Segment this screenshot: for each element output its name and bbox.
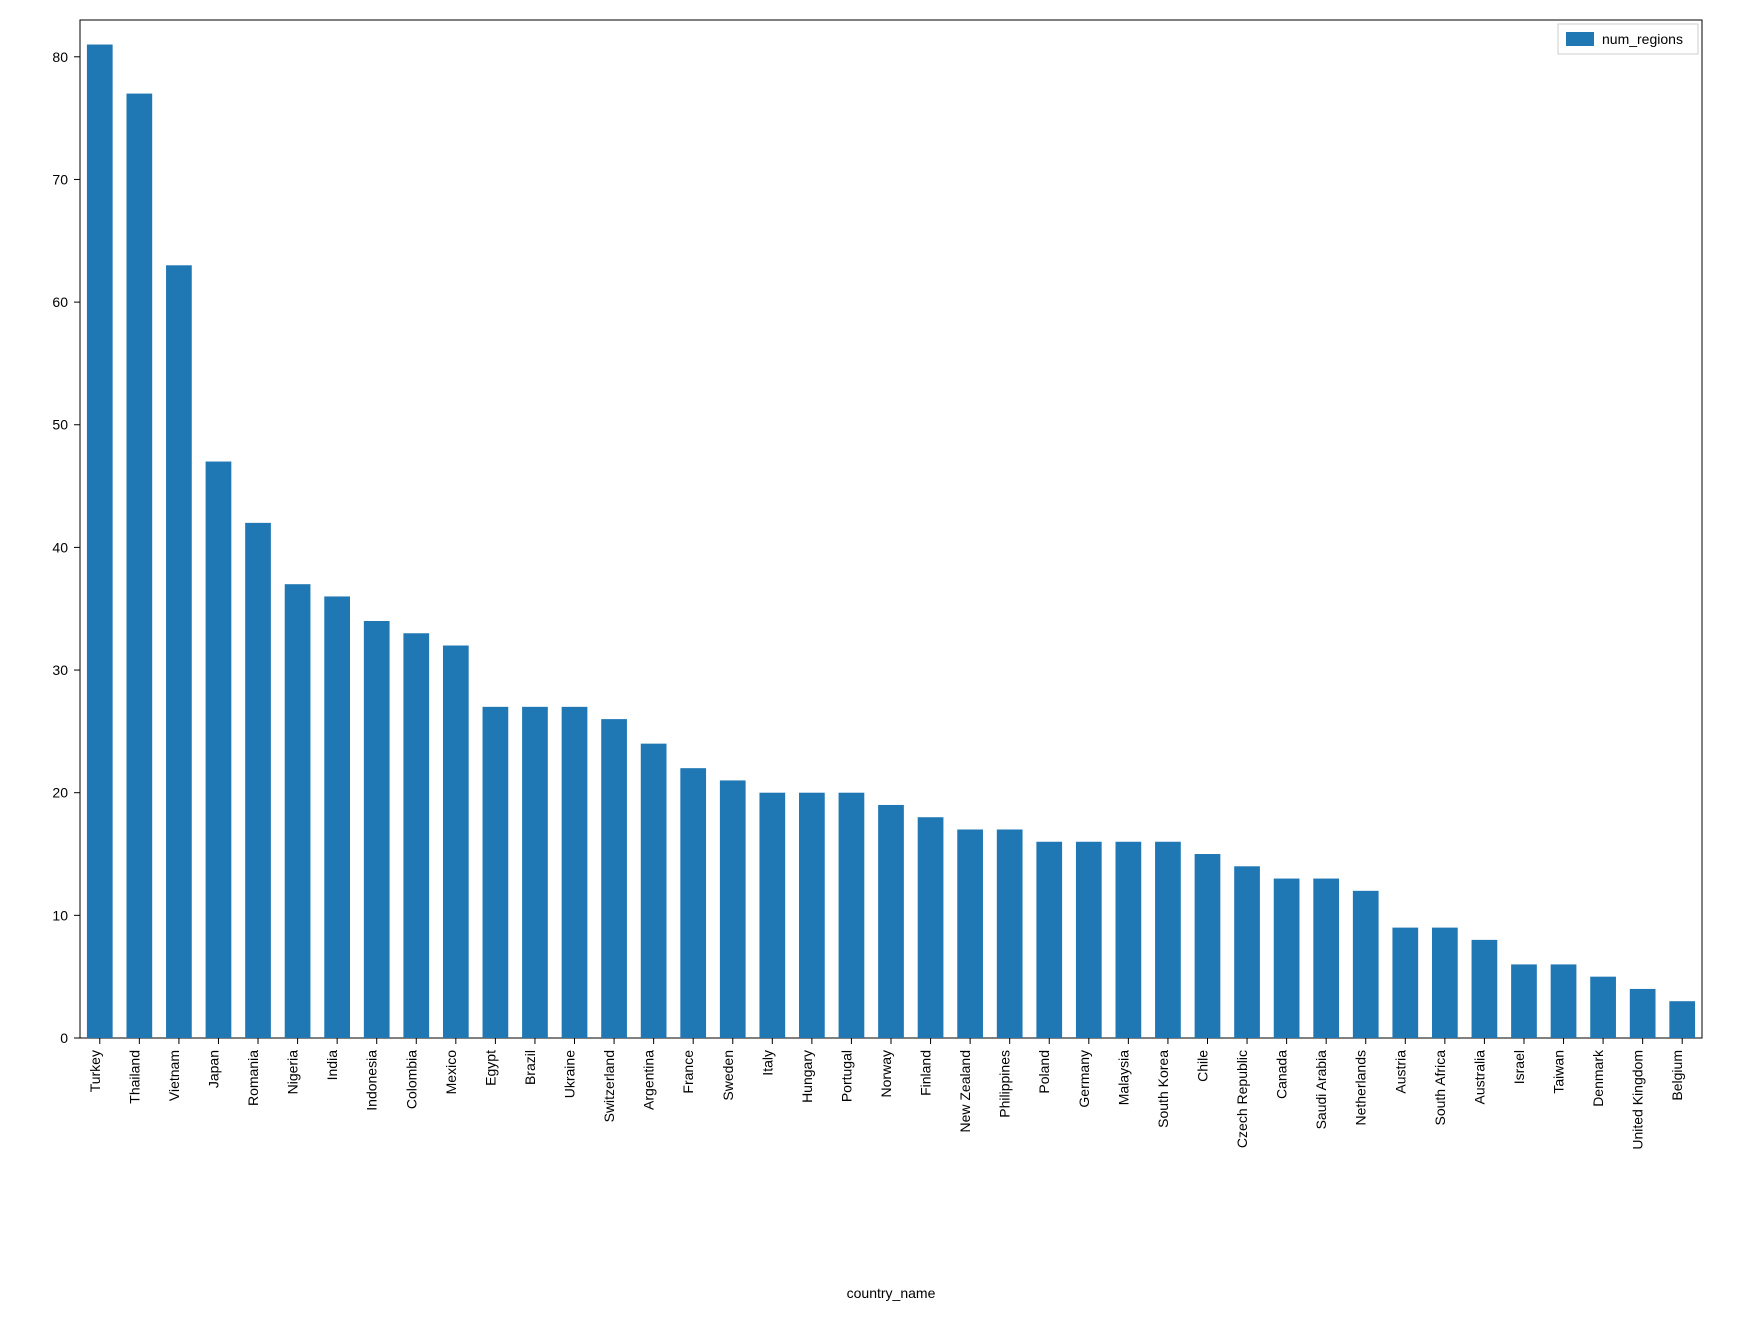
bar [1353,891,1379,1038]
x-tick-label: South Africa [1432,1050,1448,1126]
bar [1155,842,1181,1038]
y-tick-label: 60 [52,294,68,310]
bar [443,646,469,1038]
bar [324,596,350,1038]
bar [1551,964,1577,1038]
bar [1274,879,1300,1038]
bar [1432,928,1458,1038]
x-tick-label: Sweden [720,1050,736,1101]
x-tick-label: Romania [245,1050,261,1106]
bar [1630,989,1656,1038]
bar [720,780,746,1038]
x-tick-label: Finland [918,1050,934,1096]
bar [483,707,509,1038]
bar [1472,940,1498,1038]
x-tick-label: Turkey [87,1050,103,1092]
x-tick-label: Taiwan [1551,1050,1567,1094]
x-tick-label: Netherlands [1353,1050,1369,1126]
y-tick-label: 20 [52,785,68,801]
bar [799,793,825,1038]
x-axis-title: country_name [847,1285,936,1301]
bar [759,793,785,1038]
x-tick-label: Canada [1274,1050,1290,1099]
y-tick-label: 0 [60,1030,68,1046]
bar [522,707,548,1038]
x-tick-label: Argentina [641,1050,657,1110]
x-tick-label: Poland [1036,1050,1052,1094]
y-tick-label: 70 [52,171,68,187]
bar [1511,964,1537,1038]
x-tick-label: Brazil [522,1050,538,1085]
bar [285,584,311,1038]
bar [601,719,627,1038]
bar [403,633,429,1038]
bar-chart: 0 10 20 30 40 50 60 70 80 Turkey Thailand Vietnam Ja… [0,0,1742,1318]
x-tick-label: Norway [878,1050,894,1097]
x-tick-label: Austria [1392,1050,1408,1094]
x-tick-label: India [324,1050,340,1081]
chart-container: 0 10 20 30 40 50 60 70 80 Turkey Thailand Vietnam Ja… [0,0,1742,1318]
bar [1669,1001,1695,1038]
x-tick-label: South Korea [1155,1050,1171,1128]
bar [1076,842,1102,1038]
x-tick-label: Malaysia [1115,1050,1131,1105]
x-tick-label: Indonesia [364,1050,380,1111]
bar [206,462,232,1038]
x-tick-label: United Kingdom [1630,1050,1646,1150]
x-tick-label: Mexico [443,1050,459,1095]
y-tick-label: 10 [52,907,68,923]
bar [562,707,588,1038]
bar [245,523,271,1038]
bar [87,45,113,1038]
x-tick-label: Australia [1471,1050,1487,1105]
x-tick-label: Israel [1511,1050,1527,1084]
x-tick-label: Switzerland [601,1050,617,1122]
bar [1195,854,1221,1038]
bar [641,744,667,1038]
bar [364,621,390,1038]
x-tick-label: Saudi Arabia [1313,1050,1329,1130]
x-tick-label: France [680,1050,696,1094]
bar [126,94,152,1038]
bar [957,829,983,1038]
x-tick-label: Italy [759,1050,775,1076]
bar [878,805,904,1038]
bar [1313,879,1339,1038]
bar [1590,977,1616,1038]
x-tick-label: Nigeria [285,1050,301,1095]
bar [680,768,706,1038]
bar [839,793,865,1038]
bar [997,829,1023,1038]
x-tick-label: Chile [1194,1050,1210,1082]
y-tick-label: 80 [52,49,68,65]
x-tick-label: Egypt [482,1050,498,1086]
x-tick-label: Hungary [799,1050,815,1103]
x-tick-label: Ukraine [562,1050,578,1098]
bar [166,265,192,1038]
x-tick-label: Colombia [403,1050,419,1109]
x-tick-label: Japan [205,1050,221,1088]
x-tick-label: New Zealand [957,1050,973,1133]
legend-swatch [1566,32,1594,46]
y-tick-label: 50 [52,417,68,433]
y-tick-label: 30 [52,662,68,678]
x-tick-label: Philippines [997,1050,1013,1118]
bar [1116,842,1142,1038]
x-tick-label: Czech Republic [1234,1050,1250,1148]
x-tick-label: Denmark [1590,1049,1606,1107]
bar [1036,842,1062,1038]
x-tick-label: Vietnam [166,1050,182,1101]
x-tick-label: Belgium [1669,1050,1685,1101]
x-tick-label: Portugal [838,1050,854,1102]
x-tick-label: Thailand [126,1050,142,1104]
y-tick-label: 40 [52,539,68,555]
legend-label: num_regions [1602,31,1683,47]
x-tick-label: Germany [1076,1050,1092,1108]
bar [918,817,944,1038]
bar [1392,928,1418,1038]
bar [1234,866,1260,1038]
